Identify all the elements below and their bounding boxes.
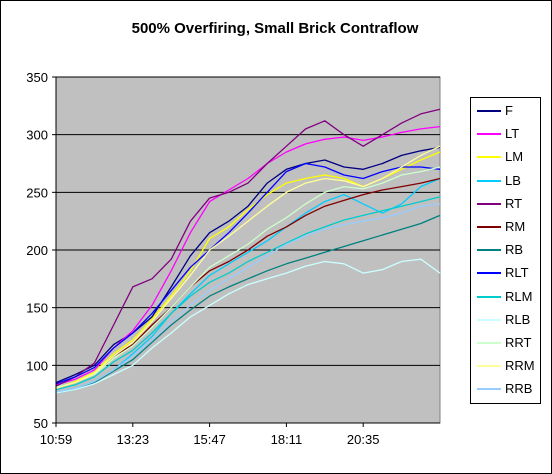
legend-item-rrt: RRT [471,333,541,353]
axes: 50 100 150 200 250 300 350 10:59 13:23 15:47 18:11… [26,70,440,447]
x-tick-label: 10:59 [40,432,73,447]
series-line-rrt [55,166,441,388]
legend-item-rrb: RRB [471,379,541,399]
series-line-rt [55,108,441,387]
legend-swatch [477,110,501,112]
y-tick-label: 350 [26,70,48,85]
y-tick-label: 300 [26,128,48,143]
legend: F LT LM LB RT RM RB RLT RLM RLB RRT RRM RRB [470,97,541,404]
legend-label: RRB [505,381,533,397]
legend-label: LT [505,126,520,142]
legend-item-rlb: RLB [471,310,541,330]
x-tick-label: 18:11 [271,432,303,447]
legend-swatch [477,202,501,205]
series-line-rlb [55,258,441,394]
legend-label: RLT [505,265,529,281]
series-line-rrb [55,203,441,393]
legend-item-rrm: RRM [471,356,541,376]
legend-swatch [477,342,501,344]
legend-label: RLM [505,288,533,304]
series-line-rlm [55,196,441,391]
legend-item-rlt: RLT [471,263,541,283]
legend-swatch [477,272,501,275]
legend-label: LB [505,172,521,188]
legend-swatch [477,179,501,182]
legend-swatch [477,249,501,252]
y-tick-label: 100 [26,358,48,373]
legend-swatch [477,318,501,321]
legend-item-lm: LM [471,147,541,167]
legend-item-rm: RM [471,217,541,237]
legend-label: RM [505,219,526,234]
legend-swatch [477,295,501,298]
legend-swatch [477,365,501,368]
legend-label: RLB [505,311,531,327]
series-line-rlt [55,162,441,385]
series-line-f [55,146,441,384]
legend-item-f: F [471,101,541,121]
y-tick-label: 250 [26,185,48,200]
legend-label: RRT [505,335,532,350]
series-line-rrm [55,145,441,390]
legend-swatch [477,156,501,159]
chart-title: 500% Overfiring, Small Brick Contraflow [131,20,419,37]
legend-item-rlm: RLM [471,287,541,307]
legend-swatch [477,133,501,136]
legend-label: RRM [505,358,535,374]
legend-label: F [505,103,513,118]
legend-label: RT [505,195,523,211]
y-tick-label: 150 [26,301,48,316]
legend-label: LM [505,149,524,165]
series-lines [55,108,441,394]
legend-label: RB [505,242,524,258]
legend-swatch [477,226,501,228]
legend-swatch [477,388,501,391]
legend-item-rb: RB [471,240,541,260]
legend-item-lb: LB [471,171,541,191]
y-tick-label: 50 [34,416,48,431]
y-tick-label: 200 [26,243,48,258]
x-tick-label: 20:35 [347,432,380,447]
legend-item-lt: LT [471,124,541,144]
x-tick-label: 13:23 [117,432,150,447]
series-line-rb [55,214,441,394]
legend-item-rt: RT [471,194,541,214]
x-tick-label: 15:47 [193,432,226,447]
